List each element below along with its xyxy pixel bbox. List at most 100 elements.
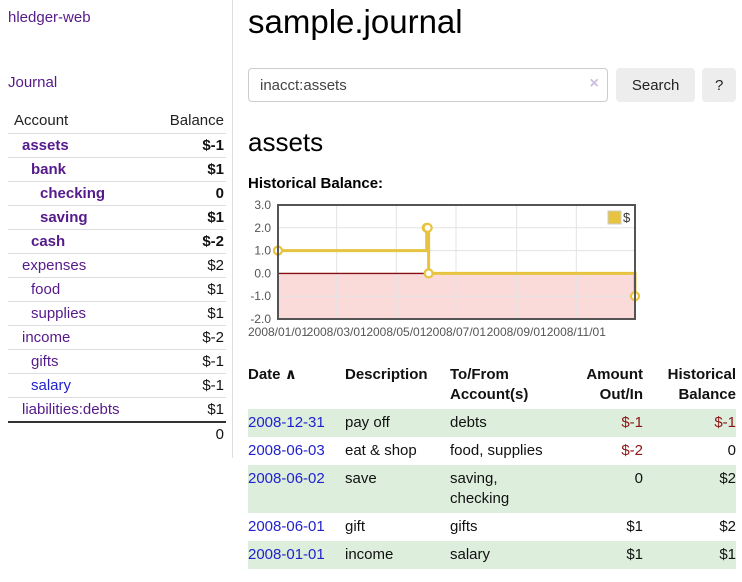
svg-text:2.0: 2.0 [254,221,271,235]
accounts-header-balance: Balance [169,112,224,129]
help-button[interactable]: ? [702,68,736,102]
account-row: supplies $1 [8,301,226,326]
register-body: 2008-12-31 pay off debts $-1 $-1 2008-06-03 ea… [248,409,736,569]
account-link[interactable]: supplies [31,305,87,322]
register-header-accounts: To/From Account(s) [450,366,529,403]
register-header-description: Description [345,366,428,383]
transaction-description: income [345,541,450,569]
sidebar: hledger-web Journal Account Balance asse… [0,0,233,458]
svg-text:-1.0: -1.0 [250,289,271,303]
app-brand-link[interactable]: hledger-web [8,9,91,26]
account-link[interactable]: cash [31,233,66,250]
transaction-amount: $1 [626,518,643,535]
register-header-amount: Amount Out/In [586,366,643,403]
transaction-balance: $-1 [643,409,736,437]
accounts-total-row: 0 [8,421,226,446]
svg-text:1.0: 1.0 [254,244,271,258]
register-header-row: Date ∧ Description To/From Account(s) Am… [248,363,736,409]
legend-swatch [607,210,622,225]
search-form: × Search ? [248,68,736,102]
svg-text:2008/07/01: 2008/07/01 [426,325,486,339]
account-row: income $-2 [8,325,226,350]
account-balance: $-2 [147,229,226,254]
clear-search-icon[interactable]: × [589,75,599,92]
account-balance: $1 [147,301,226,326]
main-panel: sample.journal × Search ? assets Histori… [248,0,736,569]
transaction-balance: $2 [719,518,736,535]
transaction-balance: $2 [643,465,736,513]
transaction-accounts: salary [450,541,560,569]
account-row: cash $-2 [8,229,226,254]
account-link[interactable]: assets [22,137,69,154]
accounts-header-row: Account Balance [8,109,226,134]
accounts-header-account: Account [14,112,69,129]
account-row: checking 0 [8,181,226,206]
account-row: food $1 [8,277,226,302]
transaction-date-link[interactable]: 2008-06-01 [248,518,325,535]
transaction-row: 2008-06-02 save saving, checking 0 $2 [248,465,736,513]
transaction-amount: $-1 [560,409,643,437]
transaction-accounts: saving, checking [450,465,560,513]
svg-text:2008/05/01: 2008/05/01 [366,325,426,339]
page-title: sample.journal [248,3,463,40]
register-table: Date ∧ Description To/From Account(s) Am… [248,363,736,569]
nav-journal: Journal [8,74,226,92]
transaction-date-link[interactable]: 2008-01-01 [248,546,325,563]
svg-text:2008/01/01: 2008/01/01 [248,325,308,339]
account-row: assets $-1 [8,133,226,158]
app-brand: hledger-web [8,9,226,27]
transaction-amount: $-2 [621,442,643,459]
account-row: liabilities:debts $1 [8,397,226,422]
transaction-date-link[interactable]: 2008-12-31 [248,414,325,431]
transaction-date-link[interactable]: 2008-06-02 [248,470,325,487]
transaction-balance: $1 [643,541,736,569]
balance-chart: $3.0 2.0 1.0 0.0 -1.0 -2.02008/01/012008/03/0… [248,198,641,339]
account-link[interactable]: gifts [31,353,59,370]
search-input[interactable] [248,68,608,102]
register-header-balance: Historical Balance [667,366,736,403]
account-link[interactable]: salary [31,377,72,394]
transaction-accounts: gifts [450,518,478,535]
account-link[interactable]: income [22,329,71,346]
svg-text:2008/09/01: 2008/09/01 [487,325,547,339]
transaction-accounts: debts [450,409,560,437]
account-balance: 0 [147,181,226,206]
account-link[interactable]: expenses [22,257,87,274]
svg-text:0.0: 0.0 [254,266,271,280]
transaction-balance: 0 [727,442,736,459]
account-link[interactable]: bank [31,161,67,178]
account-link[interactable]: checking [40,185,106,202]
svg-text:-2.0: -2.0 [250,312,271,326]
account-row: gifts $-1 [8,349,226,374]
transaction-row: 2008-06-01 gift gifts $1 $2 [248,513,736,541]
account-balance: $-2 [147,325,226,350]
transaction-description: eat & shop [345,442,417,459]
account-link[interactable]: saving [40,209,88,226]
transaction-row: 2008-06-03 eat & shop food, supplies $-2 0 [248,437,736,465]
register-header-date[interactable]: Date ∧ [248,366,297,383]
accounts-total-value: 0 [147,421,226,446]
transaction-row: 2008-01-01 income salary $1 $1 [248,541,736,569]
chart-wrap: $3.0 2.0 1.0 0.0 -1.0 -2.0 2008/01/01 2008/03/0… [244,198,736,346]
transaction-row: 2008-12-31 pay off debts $-1 $-1 [248,409,736,437]
sort-asc-icon: ∧ [284,366,297,383]
account-balance: $-1 [147,373,226,398]
account-row: bank $1 [8,157,226,182]
account-link[interactable]: food [31,281,61,298]
search-button[interactable]: Search [615,68,696,102]
transaction-amount: 0 [560,465,643,513]
account-row: salary $-1 [8,373,226,398]
account-row: expenses $2 [8,253,226,278]
search-box: × [248,68,608,102]
account-title: assets [248,127,324,157]
account-balance: $1 [147,397,226,422]
legend-label: $ [623,210,631,225]
transaction-accounts: food, supplies [450,442,543,459]
journal-link[interactable]: Journal [8,74,58,91]
account-link[interactable]: liabilities:debts [22,401,120,418]
transaction-date-link[interactable]: 2008-06-03 [248,442,325,459]
chart-label: Historical Balance: [248,175,384,192]
transaction-description: gift [345,518,366,535]
account-balance: $1 [147,205,226,230]
account-balance: $1 [147,277,226,302]
